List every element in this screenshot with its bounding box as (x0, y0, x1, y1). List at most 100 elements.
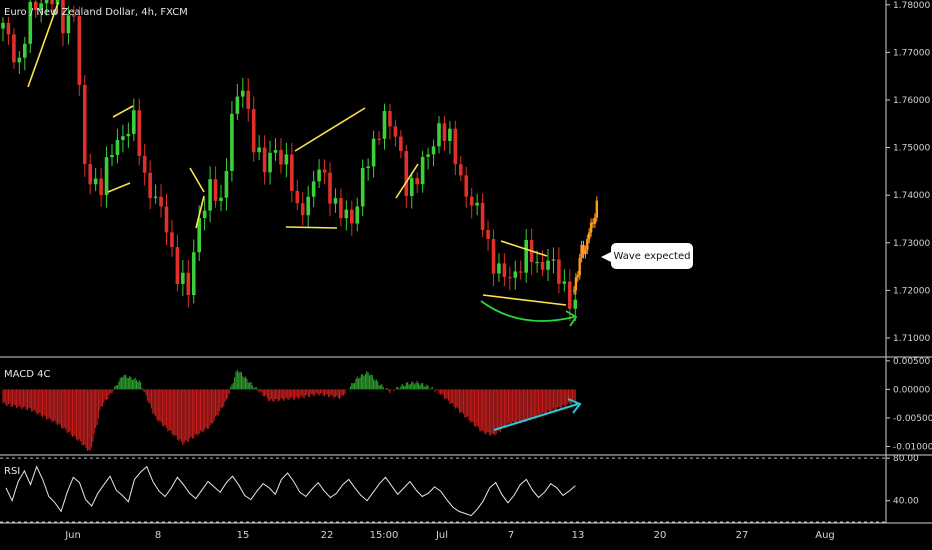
candle-body (197, 218, 201, 253)
candle-body (426, 154, 430, 157)
date-tick-label: 15:00 (370, 530, 399, 541)
candle-body (464, 175, 469, 197)
forecast-candle (588, 232, 591, 240)
candle-body (524, 240, 528, 273)
candle-body (518, 271, 523, 273)
candle-body (202, 210, 207, 219)
candle-body (50, 0, 54, 5)
support-arc (480, 300, 575, 322)
candle-body (546, 260, 550, 270)
candle-body (360, 168, 365, 207)
candle-body (115, 139, 120, 155)
macd-divergence-line (493, 403, 579, 431)
candle-body (186, 272, 191, 296)
candle-body (28, 1, 33, 44)
macd-tick-label: -0.00500 (893, 414, 932, 424)
candle-body (393, 126, 398, 137)
rsi-label: RSI (4, 466, 21, 477)
candle-body (99, 178, 103, 196)
candle-body (513, 271, 518, 278)
candle-body (164, 206, 169, 233)
forecast-candle (572, 290, 576, 292)
candle-body (1, 22, 5, 29)
candle-body (540, 261, 545, 270)
candle-body (295, 190, 300, 204)
price-tick-label: 1.71000 (893, 334, 930, 344)
pattern-trendline (189, 167, 205, 193)
date-tick-label: 13 (572, 530, 585, 541)
macd-label: MACD 4C (4, 369, 51, 380)
candle-body (262, 147, 267, 173)
candle-body (431, 146, 436, 155)
candle-body (137, 110, 142, 156)
candle-body (72, 15, 76, 17)
forecast-candle (580, 245, 583, 259)
candle-body (241, 90, 245, 97)
pattern-trendline (395, 163, 419, 199)
forecast-candle (593, 217, 597, 224)
macd-tick-label: -0.01000 (893, 442, 932, 452)
forecast-candle (589, 222, 593, 233)
candle-body (328, 172, 332, 204)
price-tick-label: 1.75000 (893, 144, 930, 154)
candle-body (300, 203, 305, 216)
candle-body (121, 136, 125, 140)
chart-title: Euro / New Zealand Dollar, 4h, FXCM (4, 7, 188, 18)
candle-body (448, 128, 452, 141)
candle-body (497, 263, 501, 274)
candle-body (415, 178, 419, 185)
candle-body (306, 196, 310, 216)
candle-body (491, 239, 496, 274)
candle-body (181, 272, 185, 285)
candle-body (508, 277, 512, 279)
forecast-candle (584, 249, 587, 255)
candle-body (437, 123, 441, 147)
rsi-line (5, 465, 576, 517)
price-tick-label: 1.74000 (893, 191, 930, 201)
candle-body (61, 0, 65, 34)
candle-body (366, 166, 370, 169)
forecast-candle (582, 245, 585, 255)
candle-body (322, 169, 327, 173)
candle-body (55, 0, 60, 5)
date-tick-label: 20 (654, 530, 667, 541)
candle-body (191, 252, 196, 296)
forecast-candle (578, 258, 581, 276)
pattern-trendline (112, 105, 134, 118)
candle-body (573, 299, 578, 309)
candle-body (344, 209, 349, 219)
candle-body (284, 154, 289, 165)
candle-body (213, 179, 218, 201)
candle-body (6, 22, 11, 35)
candle-body (475, 202, 479, 206)
pattern-trendline (482, 294, 567, 306)
candle-body (273, 150, 278, 153)
date-tick-label: Jul (435, 530, 448, 541)
candle-body (219, 197, 223, 201)
candle-body (469, 196, 474, 206)
candle-body (404, 151, 409, 196)
candle-body (110, 154, 114, 158)
candle-body (486, 230, 490, 240)
candle-body (535, 261, 539, 264)
candle-body (339, 198, 343, 219)
candle-body (33, 1, 38, 11)
pattern-trendline (27, 2, 59, 88)
candle-body (39, 3, 43, 11)
candle-body (148, 172, 152, 199)
candle-body (23, 43, 27, 58)
candle-body (480, 202, 485, 231)
candle-body (459, 164, 463, 176)
candle-body (382, 111, 387, 139)
candle-body (208, 179, 212, 211)
forecast-candle (576, 275, 579, 278)
candle-body (311, 181, 316, 197)
candle-body (279, 150, 283, 165)
candle-body (420, 156, 425, 185)
macd-tick-label: 0.00000 (893, 385, 930, 395)
forecast-candle (595, 200, 598, 218)
rsi-tick-label: 40.00 (893, 497, 919, 507)
candle-body (257, 147, 261, 153)
